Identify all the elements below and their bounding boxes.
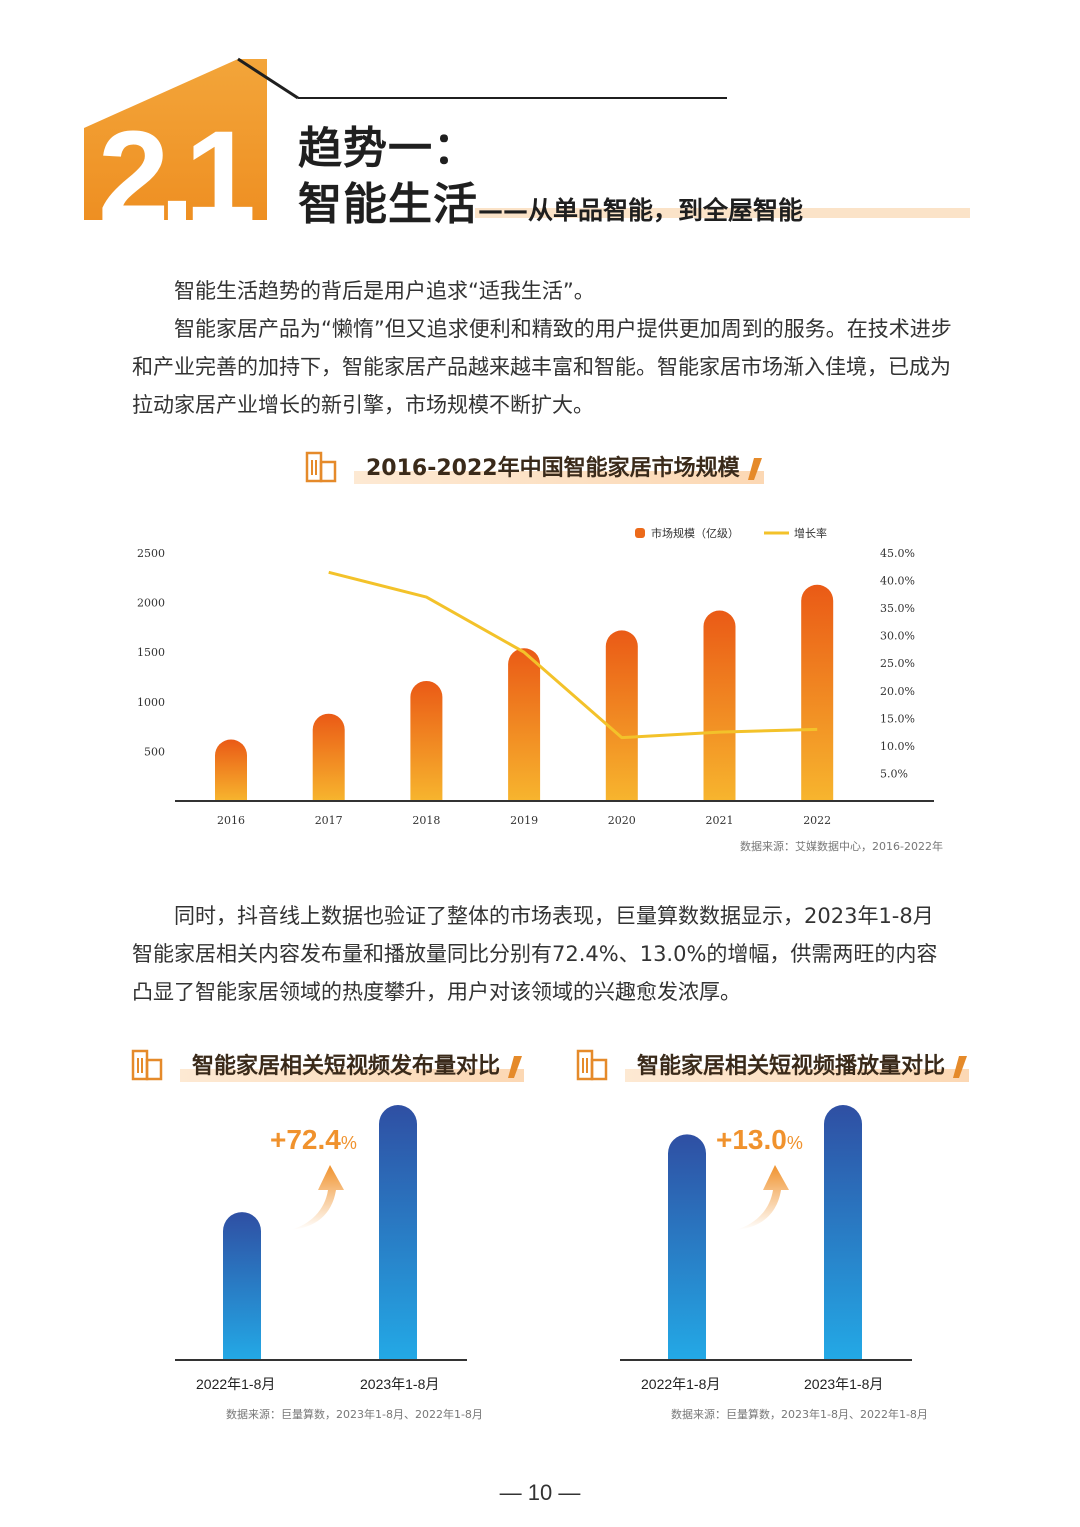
section-title-text: 2016-2022年中国智能家居市场规模 <box>366 456 740 481</box>
plays-compare-chart <box>620 1105 912 1361</box>
growth-unit: % <box>786 1133 803 1153</box>
roof-line <box>237 57 299 100</box>
posts-compare-chart <box>175 1105 467 1361</box>
building-icon <box>305 451 337 483</box>
y-right-tick: 35.0% <box>880 602 915 615</box>
y-right-tick: 15.0% <box>880 712 915 725</box>
legend-swatch-market <box>635 528 645 538</box>
plays-source: 数据来源：巨量算数，2023年1-8月、2022年1-8月 <box>671 1408 928 1421</box>
page-number: — 10 — <box>499 1480 581 1505</box>
growth-rate-line <box>328 570 818 740</box>
y-left-tick: 2500 <box>137 547 165 560</box>
market-bar <box>605 630 638 801</box>
building-icon <box>131 1049 163 1081</box>
title-slash-icon <box>508 1056 523 1078</box>
compare-bar <box>223 1212 261 1360</box>
y-right-tick: 30.0% <box>880 630 915 643</box>
growth-arrow-icon <box>290 1165 344 1230</box>
plays-x-label-2023: 2023年1-8月 <box>804 1376 884 1392</box>
y-left-tick: 500 <box>144 745 165 758</box>
x-tick-label: 2018 <box>412 814 440 827</box>
y-right-tick: 10.0% <box>880 740 915 753</box>
y-right-tick: 25.0% <box>880 657 915 670</box>
y-right-tick: 20.0% <box>880 685 915 698</box>
chart-source: 数据来源：艾媒数据中心，2016-2022年 <box>740 840 943 853</box>
building-icon <box>576 1049 608 1081</box>
page-title-main: 智能生活 <box>298 179 478 230</box>
compare-bar <box>824 1105 862 1360</box>
growth-label-posts: +72.4% <box>270 1124 357 1156</box>
legend-label-growth: 增长率 <box>794 526 827 540</box>
y-left-tick: 2000 <box>137 597 165 610</box>
intro-text: 智能生活趋势的背后是用户追求“适我生活”。 智能家居产品为“懒惰”但又追求便利和… <box>132 272 952 424</box>
legend-label-market: 市场规模（亿级） <box>651 526 739 540</box>
x-tick-label: 2017 <box>315 814 343 827</box>
title-underbar <box>475 208 970 218</box>
intro-paragraph-1: 智能生活趋势的背后是用户追求“适我生活”。 <box>174 279 595 303</box>
compare-bar <box>379 1105 417 1360</box>
y-right-tick: 40.0% <box>880 575 915 588</box>
x-tick-label: 2019 <box>510 814 538 827</box>
y-left-tick: 1000 <box>137 696 165 709</box>
growth-arrow-icon <box>735 1165 789 1230</box>
x-tick-label: 2016 <box>217 814 245 827</box>
growth-unit: % <box>340 1133 357 1153</box>
middle-paragraph: 同时，抖音线上数据也验证了整体的市场表现，巨量算数数据显示，2023年1-8月智… <box>132 904 938 1004</box>
section-title-posts: 智能家居相关短视频发布量对比 <box>130 1044 525 1084</box>
page-subtitle: ——从单品智能，到全屋智能 <box>478 196 804 225</box>
section-title-market: 2016-2022年中国智能家居市场规模 <box>304 446 764 486</box>
title-slash-icon <box>747 458 762 480</box>
plays-x-label-2022: 2022年1-8月 <box>641 1376 721 1392</box>
section-badge: 2.1 <box>84 57 727 225</box>
house-shape <box>84 59 267 220</box>
y-left-tick: 1500 <box>137 646 165 659</box>
section-number: 2.1 <box>98 105 253 225</box>
title-slash-icon <box>953 1056 968 1078</box>
x-tick-label: 2021 <box>706 814 734 827</box>
growth-label-plays: +13.0% <box>716 1124 803 1156</box>
market-size-chart: 500 1000 1500 2000 2500 5.0% 10.0% 15.0% 20.0% 2… <box>137 526 934 827</box>
market-bar <box>410 680 443 801</box>
y-right-tick: 5.0% <box>880 767 908 780</box>
posts-x-label-2023: 2023年1-8月 <box>360 1376 440 1392</box>
x-tick-label: 2020 <box>608 814 636 827</box>
compare-bar <box>668 1134 706 1360</box>
market-bar <box>215 739 247 801</box>
growth-value: +13.0 <box>716 1124 787 1155</box>
section-title-text: 智能家居相关短视频播放量对比 <box>637 1054 946 1079</box>
y-right-tick: 45.0% <box>880 547 915 560</box>
market-bar <box>508 648 541 801</box>
x-tick-label: 2022 <box>803 814 831 827</box>
market-bar <box>801 584 834 801</box>
page-title-line1: 趋势一： <box>298 123 478 174</box>
section-title-plays: 智能家居相关短视频播放量对比 <box>575 1044 970 1084</box>
market-bar <box>312 713 345 801</box>
section-title-text: 智能家居相关短视频发布量对比 <box>192 1054 501 1079</box>
page-title-line2: 智能生活——从单品智能，到全屋智能 <box>298 168 803 232</box>
posts-source: 数据来源：巨量算数，2023年1-8月、2022年1-8月 <box>226 1408 483 1421</box>
middle-text: 同时，抖音线上数据也验证了整体的市场表现，巨量算数数据显示，2023年1-8月智… <box>132 897 952 1011</box>
posts-x-label-2022: 2022年1-8月 <box>196 1376 276 1392</box>
intro-paragraph-2: 智能家居产品为“懒惰”但又追求便利和精致的用户提供更加周到的服务。在技术进步和产… <box>132 317 952 417</box>
growth-value: +72.4 <box>270 1124 341 1155</box>
market-bar <box>703 610 736 801</box>
